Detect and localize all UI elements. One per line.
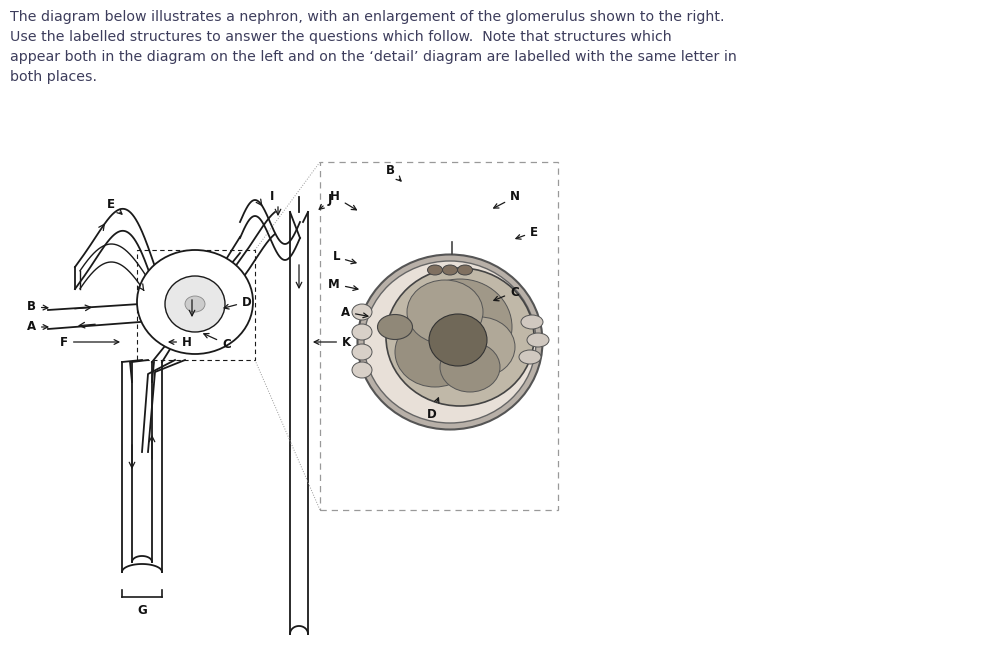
Text: L: L bbox=[333, 251, 356, 263]
Text: D: D bbox=[427, 398, 439, 421]
Text: E: E bbox=[516, 226, 538, 239]
Ellipse shape bbox=[395, 317, 475, 387]
Ellipse shape bbox=[364, 261, 536, 423]
Text: C: C bbox=[204, 333, 231, 351]
Text: H: H bbox=[169, 335, 192, 349]
Text: C: C bbox=[494, 286, 519, 301]
Text: N: N bbox=[494, 190, 520, 208]
Ellipse shape bbox=[185, 296, 205, 312]
Bar bbox=[137, 250, 255, 360]
Ellipse shape bbox=[352, 362, 372, 378]
Ellipse shape bbox=[352, 324, 372, 340]
Bar bbox=[320, 162, 558, 510]
Ellipse shape bbox=[137, 250, 253, 354]
Text: A: A bbox=[341, 306, 368, 319]
Text: F: F bbox=[60, 335, 119, 349]
Ellipse shape bbox=[428, 265, 443, 275]
Text: A: A bbox=[27, 321, 47, 333]
Text: D: D bbox=[224, 296, 252, 309]
Text: The diagram below illustrates a nephron, with an enlargement of the glomerulus s: The diagram below illustrates a nephron,… bbox=[10, 10, 737, 84]
Text: E: E bbox=[107, 198, 122, 214]
Text: I: I bbox=[270, 190, 275, 204]
Ellipse shape bbox=[352, 344, 372, 360]
Ellipse shape bbox=[386, 268, 534, 406]
Ellipse shape bbox=[445, 317, 515, 377]
Ellipse shape bbox=[352, 304, 372, 320]
Ellipse shape bbox=[358, 255, 542, 429]
Ellipse shape bbox=[440, 342, 500, 392]
Ellipse shape bbox=[408, 279, 512, 375]
Text: G: G bbox=[137, 603, 147, 616]
Text: J: J bbox=[319, 194, 332, 209]
Ellipse shape bbox=[377, 314, 413, 339]
Ellipse shape bbox=[519, 350, 541, 364]
Ellipse shape bbox=[457, 265, 472, 275]
Text: M: M bbox=[328, 278, 358, 290]
Ellipse shape bbox=[521, 315, 543, 329]
Text: B: B bbox=[27, 300, 47, 314]
Text: H: H bbox=[330, 190, 357, 210]
Ellipse shape bbox=[407, 280, 483, 344]
Ellipse shape bbox=[527, 333, 549, 347]
Text: K: K bbox=[314, 335, 351, 349]
Ellipse shape bbox=[165, 276, 225, 332]
Ellipse shape bbox=[429, 314, 487, 366]
Text: B: B bbox=[385, 163, 401, 181]
Ellipse shape bbox=[443, 265, 457, 275]
